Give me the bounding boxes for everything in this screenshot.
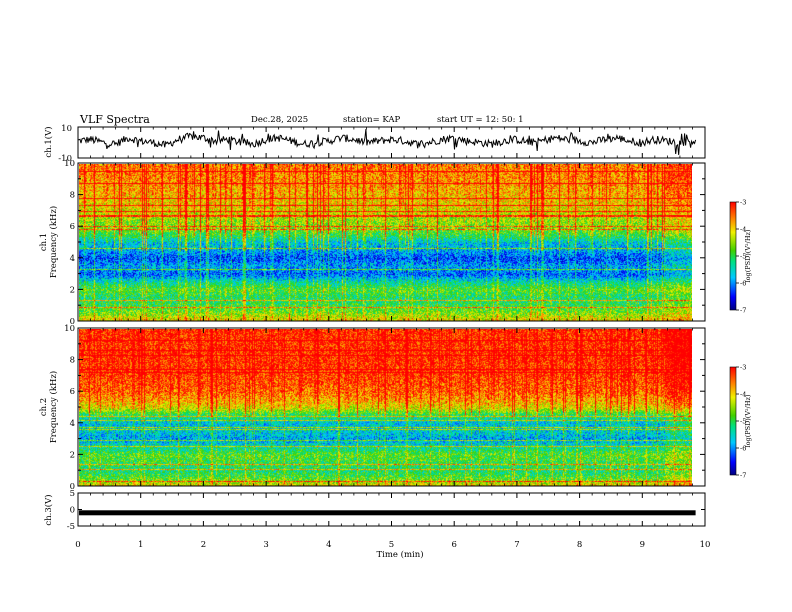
ch3-tick-label: 0 [70, 506, 75, 516]
time-tick-label: 9 [640, 540, 645, 550]
ch2-spectrogram-image [79, 329, 692, 486]
ch1-waveform-panel: 10 -10 ch.1(V) [43, 124, 706, 164]
ch2-colorbar [729, 366, 737, 476]
date-label: Dec.28, 2025 [251, 115, 308, 125]
ch1-colorbar-ticks: -3 -4 -5 -6 -7 [736, 199, 746, 315]
freq-tick-label: 2 [70, 450, 75, 460]
freq-tick-label: 6 [70, 387, 75, 397]
ch1-channel-label: ch.1 [39, 233, 49, 251]
time-axis-tick-labels: 0 1 2 3 4 5 6 7 8 9 10 [75, 540, 710, 550]
time-tick-label: 0 [75, 540, 80, 550]
ch2-channel-label: ch.2 [39, 398, 49, 416]
freq-tick-label: 0 [70, 317, 75, 327]
freq-tick-label: 8 [70, 191, 75, 201]
colorbar-tick-label: -5 [740, 253, 746, 261]
ch1-volt-label: ch.1(V) [43, 126, 54, 157]
ch1-ytick-bottom: -10 [58, 154, 72, 164]
ch1-colorbar [729, 201, 737, 311]
ch1-freq-ticks: 0 2 4 6 8 10 [64, 159, 705, 327]
chart-title: VLF Spectra [79, 113, 150, 126]
freq-tick-label: 8 [70, 356, 75, 366]
ch3-tick-label: 5 [70, 489, 75, 499]
colorbar-tick-label: -4 [740, 391, 746, 399]
freq-tick-label: 4 [70, 419, 75, 429]
colorbar-tick-label: -6 [740, 280, 746, 288]
ch1-waveform-frame [77, 126, 706, 159]
time-tick-label: 7 [514, 540, 519, 550]
ch1-waveform-line [77, 129, 697, 155]
time-axis-ticks [77, 127, 706, 526]
ch3-waveform-frame [77, 492, 706, 527]
time-tick-label: 6 [451, 540, 456, 550]
colorbar-tick-label: -7 [740, 472, 746, 480]
time-axis-label: Time (min) [376, 549, 423, 560]
ch1-freq-label: Frequency (kHz) [48, 206, 59, 278]
ch1-ytick-top: 10 [61, 124, 72, 134]
colorbar-tick-label: -3 [740, 364, 746, 372]
time-tick-label: 5 [389, 540, 394, 550]
time-tick-label: 10 [700, 540, 711, 550]
freq-tick-label: 0 [70, 482, 75, 492]
colorbar-tick-label: -3 [740, 199, 746, 207]
ch3-tick-label: -5 [67, 522, 75, 532]
ch2-freq-ticks: 0 2 4 6 8 10 [64, 324, 705, 492]
ch2-colorbar-label: log(PSD)(V²/Hz) [744, 394, 752, 447]
time-tick-label: 2 [201, 540, 206, 550]
freq-tick-label: 4 [70, 254, 75, 264]
freq-tick-label: 6 [70, 222, 75, 232]
freq-tick-label: 2 [70, 285, 75, 295]
ch3-volt-ticks: 5 0 -5 [67, 489, 705, 532]
ch2-colorbar-ticks: -3 -4 -5 -6 -7 [736, 364, 746, 480]
time-tick-label: 8 [577, 540, 582, 550]
colorbar-tick-label: -5 [740, 418, 746, 426]
ch1-spectrogram-image [79, 164, 692, 321]
colorbar-tick-label: -4 [740, 226, 746, 234]
time-tick-label: 1 [138, 540, 143, 550]
ch2-freq-label: Frequency (kHz) [48, 371, 59, 443]
ch1-colorbar-label: log(PSD)(V²/Hz) [744, 229, 752, 282]
ch3-volt-label: ch.3(V) [43, 494, 54, 525]
ch3-signal-trace [79, 510, 696, 516]
ch3-waveform-panel: 5 0 -5 ch.3(V) [43, 489, 706, 532]
colorbar-tick-label: -6 [740, 445, 746, 453]
freq-tick-label: 10 [64, 159, 75, 169]
time-tick-label: 3 [263, 540, 268, 550]
colorbar-tick-label: -7 [740, 307, 746, 315]
start-time-label: start UT = 12: 50: 1 [437, 115, 524, 125]
time-tick-label: 4 [326, 540, 331, 550]
station-label: station= KAP [343, 115, 401, 125]
freq-tick-label: 10 [64, 324, 75, 334]
